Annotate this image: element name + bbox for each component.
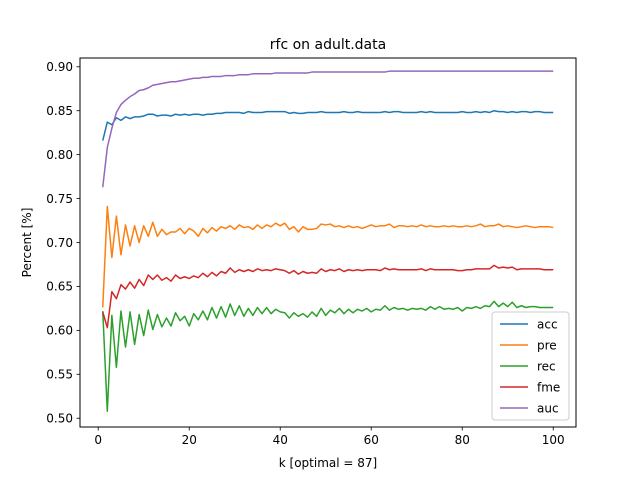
x-tick-label: 100 — [542, 433, 565, 447]
y-tick-label: 0.60 — [46, 324, 73, 338]
series-line-pre — [102, 205, 554, 308]
y-tick-label: 0.75 — [46, 192, 73, 206]
y-tick-label: 0.90 — [46, 60, 73, 74]
x-axis-label: k [optimal = 87] — [279, 456, 377, 470]
legend-label-rec: rec — [537, 360, 556, 374]
legend-box — [491, 311, 570, 421]
legend: acc pre rec fme auc — [491, 311, 570, 421]
y-tick-label: 0.80 — [46, 148, 73, 162]
series-layer — [102, 70, 554, 412]
x-tick-label: 20 — [182, 433, 197, 447]
legend-label-acc: acc — [537, 318, 558, 332]
x-tick-label: 60 — [364, 433, 379, 447]
x-tick-label: 0 — [94, 433, 102, 447]
y-tick-label: 0.65 — [46, 280, 73, 294]
y-tick-label: 0.50 — [46, 412, 73, 426]
legend-label-fme: fme — [537, 381, 560, 395]
y-axis: 0.50 0.55 0.60 0.65 0.70 0.75 0.80 0.85 0.90 — [46, 60, 80, 426]
x-tick-label: 40 — [273, 433, 288, 447]
y-axis-label: Percent [%] — [20, 208, 34, 278]
series-line-auc — [102, 70, 554, 188]
legend-label-auc: auc — [537, 402, 559, 416]
y-tick-label: 0.55 — [46, 368, 73, 382]
legend-label-pre: pre — [537, 339, 557, 353]
x-tick-label: 80 — [455, 433, 470, 447]
series-line-fme — [102, 264, 554, 329]
y-tick-label: 0.70 — [46, 236, 73, 250]
series-line-rec — [102, 300, 554, 412]
series-line-acc — [102, 109, 554, 141]
chart-title: rfc on adult.data — [270, 37, 386, 53]
x-axis: 0 20 40 60 80 100 — [94, 427, 565, 447]
y-tick-label: 0.85 — [46, 104, 73, 118]
